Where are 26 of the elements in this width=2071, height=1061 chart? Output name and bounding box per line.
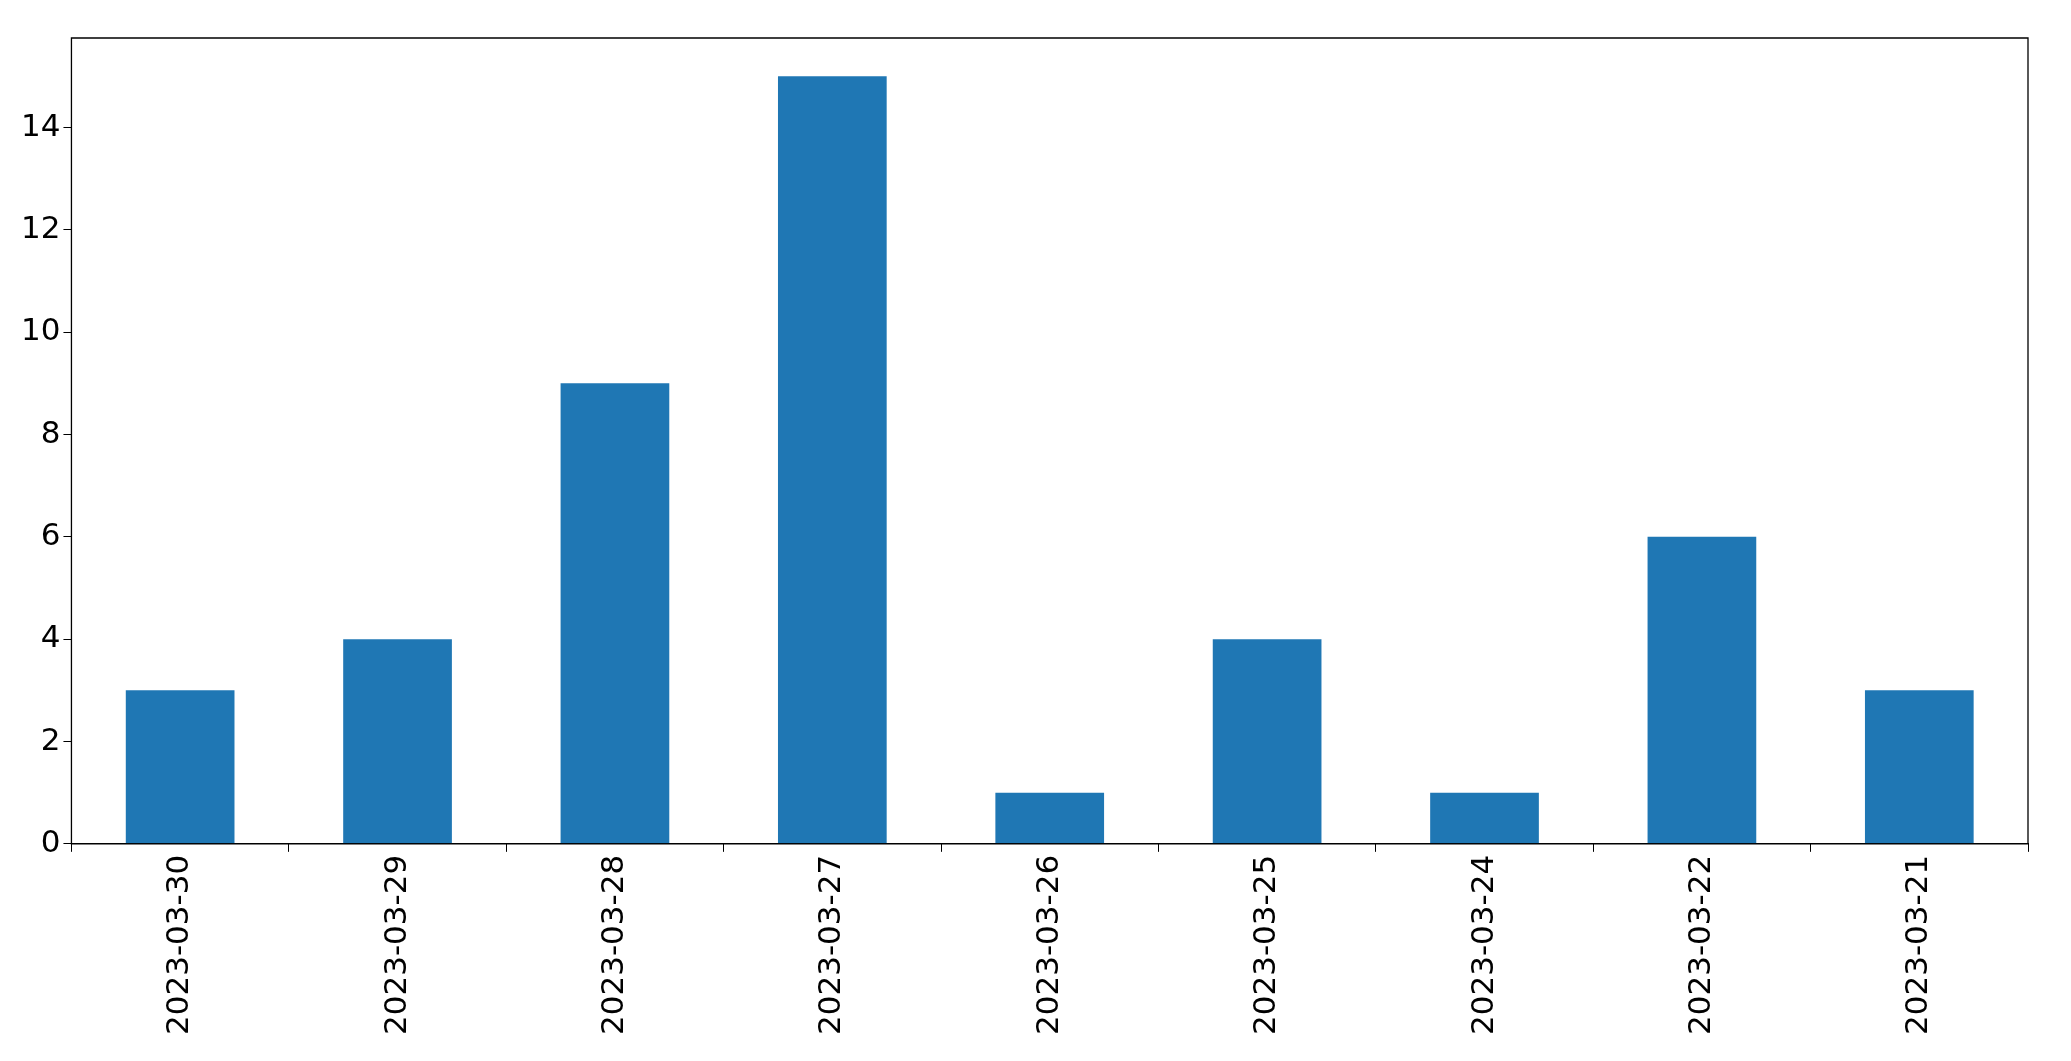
bar (1212, 639, 1322, 844)
x-tick-label: 2023-03-27 (811, 854, 848, 1036)
bar (343, 639, 452, 844)
x-tick-label: 2023-03-25 (1246, 854, 1283, 1036)
bar (777, 76, 887, 844)
x-tick-label: 2023-03-21 (1898, 854, 1935, 1036)
y-tick-label: 12 (20, 208, 61, 245)
bar (1647, 536, 1757, 844)
bar (125, 690, 235, 844)
bar (560, 383, 670, 844)
y-tick-label: 10 (20, 311, 61, 348)
x-tick-label: 2023-03-22 (1680, 854, 1717, 1036)
y-tick-label: 14 (20, 106, 61, 143)
y-tick-label: 0 (40, 822, 61, 859)
x-tick-label: 2023-03-26 (1028, 854, 1065, 1036)
x-tick-label: 2023-03-24 (1463, 854, 1500, 1036)
y-tick-label: 6 (40, 515, 61, 552)
x-tick-label: 2023-03-30 (159, 854, 196, 1036)
y-tick-label: 4 (40, 618, 61, 655)
bar (995, 792, 1105, 844)
x-tick-label: 2023-03-29 (376, 854, 413, 1036)
bar (1864, 690, 1974, 844)
x-tick-label: 2023-03-28 (593, 854, 630, 1036)
bar (1430, 792, 1539, 844)
y-tick-label: 8 (40, 413, 61, 450)
y-tick-label: 2 (40, 720, 61, 757)
